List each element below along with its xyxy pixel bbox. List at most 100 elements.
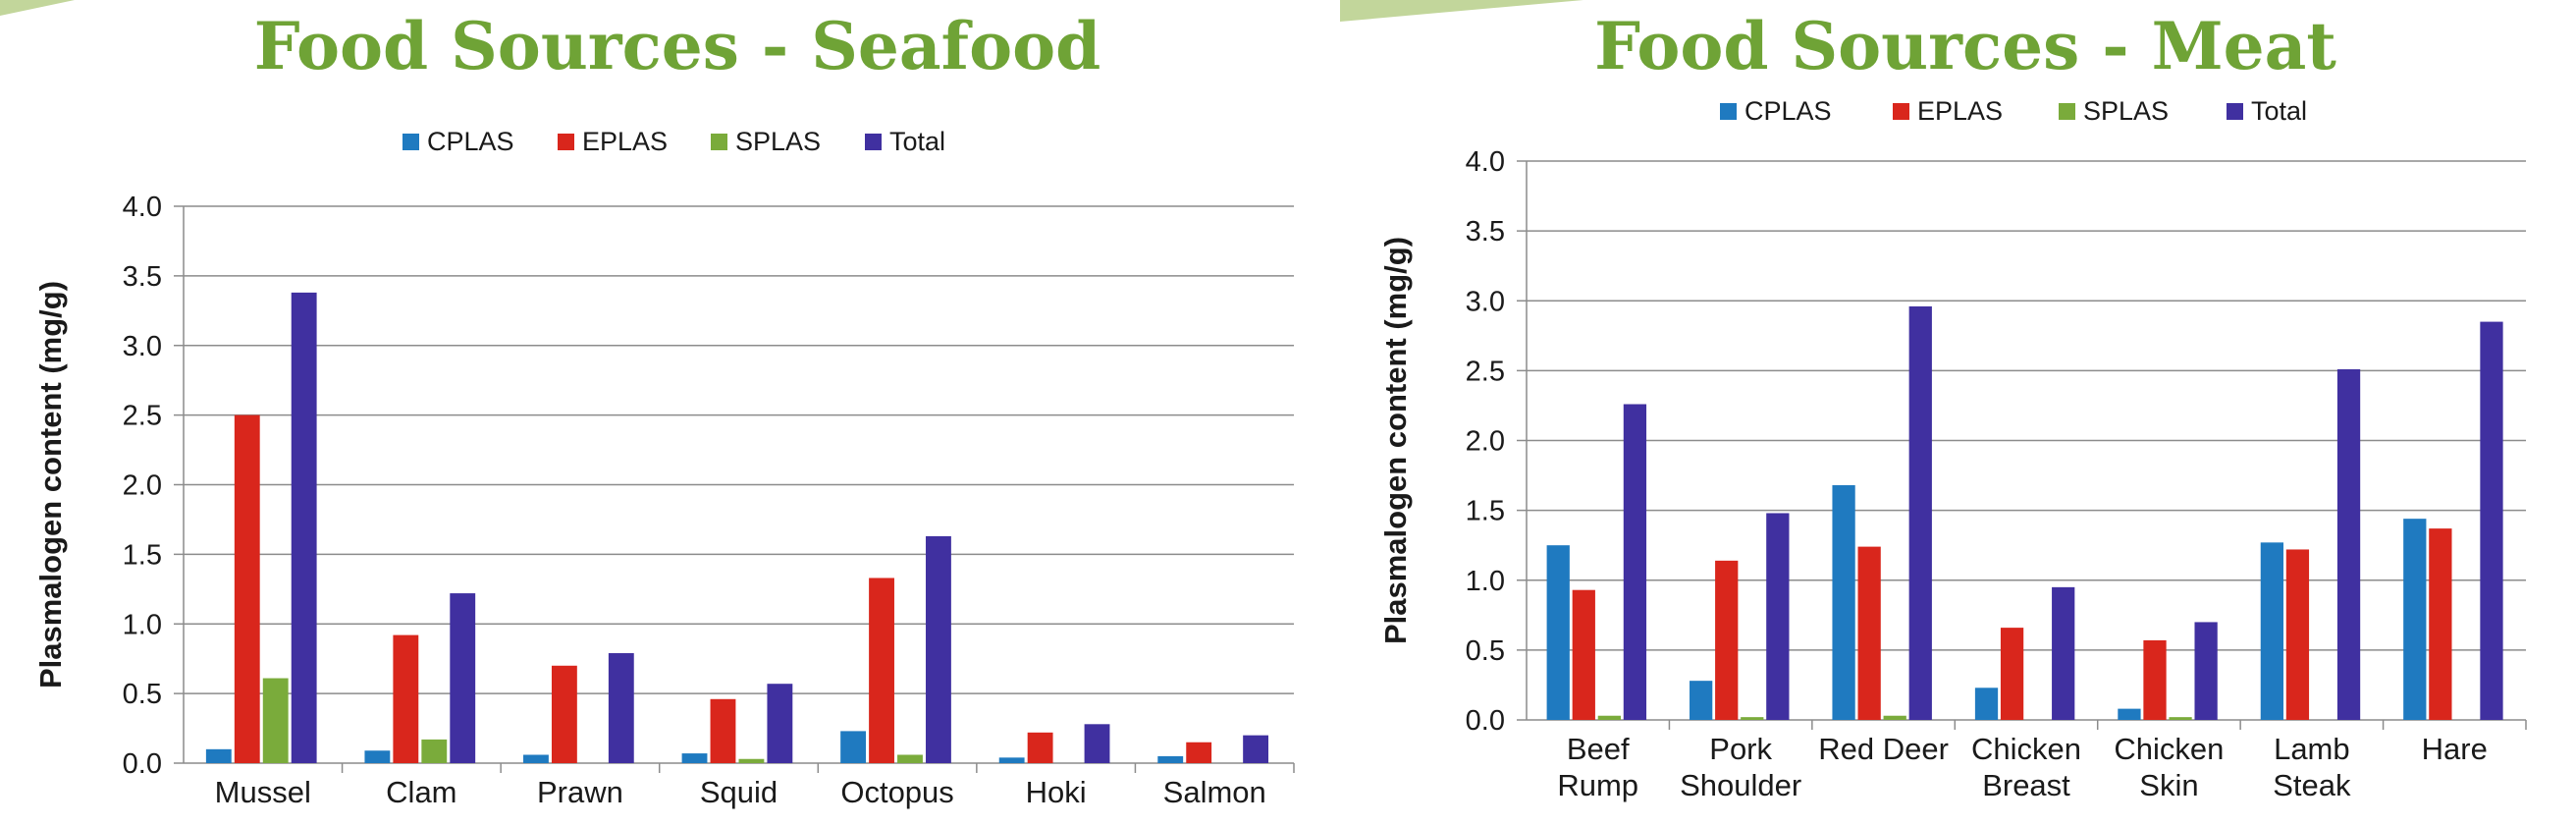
- meat-y-tick-label: 2.0: [1466, 426, 1505, 458]
- seafood-legend-swatch-splas: [711, 134, 727, 150]
- seafood-bar-total: [926, 535, 951, 763]
- seafood-bar-total: [608, 653, 634, 763]
- seafood-bar-eplas: [234, 414, 260, 763]
- seafood-category-label: Mussel: [215, 775, 311, 809]
- meat-y-axis-label: Plasmalogen content (mg/g): [1378, 237, 1413, 644]
- meat-category-label: Skin: [2139, 768, 2198, 802]
- seafood-legend-label: SPLAS: [735, 127, 821, 156]
- meat-legend-label: EPLAS: [1917, 96, 2003, 126]
- seafood-legend-label: CPLAS: [427, 127, 514, 156]
- meat-bar-splas: [1741, 717, 1764, 720]
- seafood-bar-eplas: [869, 578, 894, 763]
- meat-y-tick-label: 1.0: [1466, 566, 1505, 597]
- seafood-category-label: Squid: [700, 775, 778, 809]
- meat-category-label: Steak: [2273, 768, 2351, 802]
- top-left-decoration: [0, 0, 75, 16]
- seafood-legend-label: EPLAS: [582, 127, 668, 156]
- meat-bar-splas: [2169, 717, 2192, 720]
- meat-legend-swatch-total: [2227, 103, 2243, 120]
- seafood-y-axis-label: Plasmalogen content (mg/g): [33, 281, 68, 688]
- meat-bar-eplas: [2285, 549, 2310, 720]
- meat-category-label: Red Deer: [1818, 732, 1949, 766]
- meat-bar-cplas: [1832, 485, 1855, 720]
- meat-legend-swatch-eplas: [1893, 103, 1909, 120]
- meat-category-label: Breast: [1982, 768, 2070, 802]
- seafood-bar-total: [1084, 724, 1110, 763]
- meat-y-tick-label: 4.0: [1466, 146, 1505, 178]
- seafood-bar-eplas: [1027, 732, 1053, 763]
- meat-legend-label: SPLAS: [2083, 96, 2169, 126]
- meat-bar-cplas: [2118, 708, 2141, 720]
- meat-bar-eplas: [1715, 560, 1739, 720]
- seafood-y-tick-label: 1.0: [123, 609, 162, 640]
- seafood-bar-cplas: [998, 757, 1025, 763]
- seafood-bar-splas: [262, 678, 289, 763]
- seafood-bar-total: [767, 684, 793, 763]
- seafood-legend-swatch-cplas: [402, 134, 419, 150]
- seafood-bar-cplas: [681, 753, 708, 763]
- meat-category-label: Beef: [1567, 732, 1630, 766]
- seafood-bar-total: [291, 292, 317, 763]
- meat-category-label: Pork: [1709, 732, 1772, 766]
- meat-bar-total: [1623, 404, 1647, 720]
- meat-bar-total: [1766, 513, 1790, 720]
- seafood-y-tick-label: 2.0: [123, 470, 162, 502]
- meat-y-tick-label: 3.5: [1466, 216, 1505, 248]
- seafood-legend-swatch-total: [865, 134, 882, 150]
- meat-category-label: Chicken: [1971, 732, 2081, 766]
- meat-bar-cplas: [2260, 542, 2284, 720]
- meat-y-tick-label: 1.5: [1466, 496, 1505, 527]
- meat-bar-splas: [1597, 715, 1621, 720]
- meat-bar-splas: [1883, 715, 1906, 720]
- seafood-y-tick-label: 3.5: [123, 261, 162, 293]
- seafood-bar-eplas: [393, 634, 419, 763]
- meat-category-label: Lamb: [2274, 732, 2350, 766]
- meat-bar-total: [2336, 368, 2361, 720]
- seafood-bar-splas: [421, 739, 448, 763]
- meat-bar-total: [2194, 622, 2218, 720]
- seafood-bar-splas: [897, 754, 923, 763]
- seafood-category-label: Salmon: [1163, 775, 1266, 809]
- meat-bar-cplas: [1690, 681, 1713, 720]
- meat-bar-total: [1908, 305, 1932, 720]
- seafood-y-tick-label: 4.0: [123, 192, 162, 223]
- meat-chart-title: Food Sources - Meat: [1594, 8, 2336, 84]
- meat-category-label: Hare: [2422, 732, 2488, 766]
- seafood-bar-splas: [738, 758, 765, 763]
- seafood-legend-swatch-eplas: [558, 134, 574, 150]
- seafood-category-label: Prawn: [537, 775, 623, 809]
- seafood-bar-total: [1243, 735, 1269, 763]
- seafood-bar-cplas: [523, 754, 549, 763]
- meat-bar-eplas: [2143, 639, 2167, 720]
- meat-y-tick-label: 0.5: [1466, 635, 1505, 667]
- meat-y-tick-label: 0.0: [1466, 705, 1505, 737]
- meat-category-label: Shoulder: [1680, 768, 1801, 802]
- seafood-bar-eplas: [551, 665, 577, 763]
- meat-category-label: Chicken: [2114, 732, 2224, 766]
- meat-bar-cplas: [1546, 545, 1570, 720]
- seafood-category-label: Hoki: [1026, 775, 1087, 809]
- seafood-bar-cplas: [205, 748, 232, 763]
- meat-bar-total: [2480, 321, 2503, 720]
- meat-bar-cplas: [2403, 519, 2427, 720]
- meat-y-tick-label: 3.0: [1466, 286, 1505, 317]
- seafood-category-label: Octopus: [840, 775, 953, 809]
- seafood-bar-total: [450, 593, 476, 763]
- meat-bar-eplas: [2000, 628, 2024, 720]
- seafood-chart-title: Food Sources - Seafood: [253, 8, 1101, 84]
- seafood-bar-cplas: [364, 750, 391, 763]
- top-center-decoration: [1340, 0, 1583, 22]
- seafood-y-tick-label: 0.0: [123, 748, 162, 780]
- seafood-bar-eplas: [710, 698, 736, 763]
- meat-legend-label: CPLAS: [1744, 96, 1832, 126]
- seafood-y-tick-label: 0.5: [123, 679, 162, 710]
- seafood-category-label: Clam: [386, 775, 456, 809]
- meat-bar-cplas: [1974, 688, 1999, 720]
- meat-legend-swatch-splas: [2059, 103, 2075, 120]
- meat-y-tick-label: 2.5: [1466, 356, 1505, 387]
- meat-bar-eplas: [1857, 546, 1881, 720]
- meat-legend-label: Total: [2251, 96, 2307, 126]
- seafood-y-tick-label: 3.0: [123, 331, 162, 362]
